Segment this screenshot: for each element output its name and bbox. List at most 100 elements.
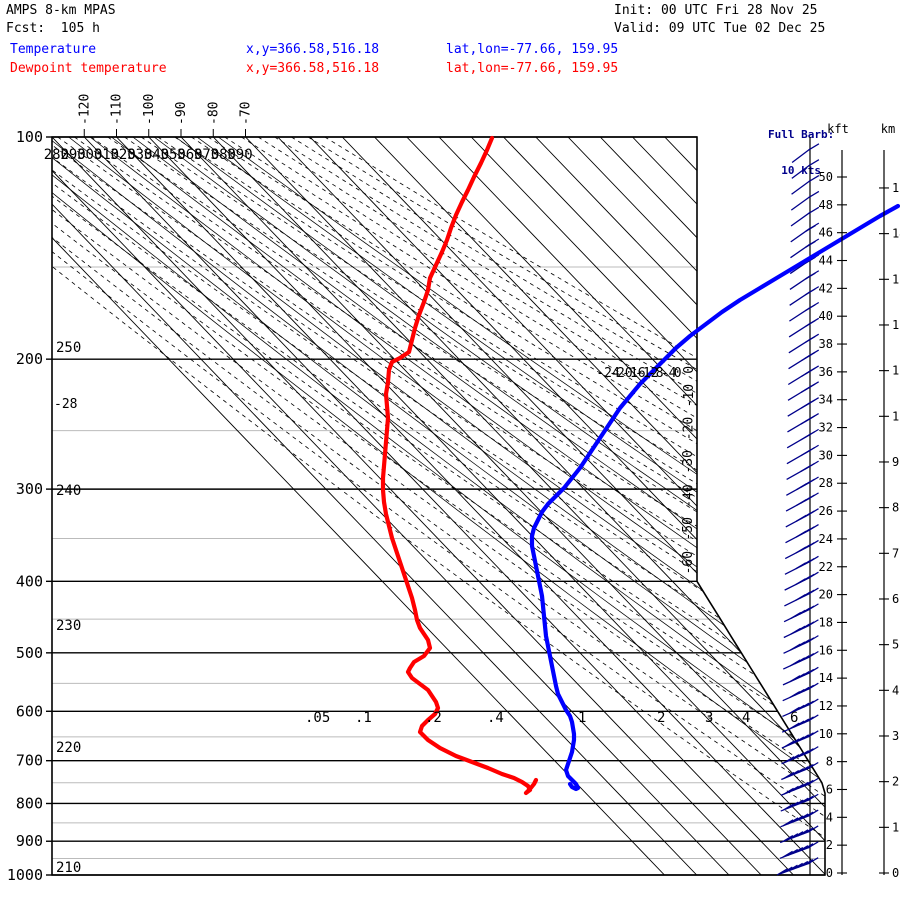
wind-barb-flag xyxy=(792,831,804,839)
wind-barb-flag xyxy=(793,752,805,760)
theta-left-label: 210 xyxy=(56,860,81,876)
wind-barb-flag xyxy=(800,385,812,393)
moist-adiabats xyxy=(52,137,825,875)
wind-barb-staff xyxy=(791,148,811,164)
wind-barb-staff xyxy=(791,164,811,179)
km-tick-label: 4. xyxy=(892,683,900,697)
wind-barb-column xyxy=(776,137,820,876)
wind-barb-staff xyxy=(790,196,811,211)
wind-barb-flag xyxy=(782,866,793,874)
wind-barb-flag xyxy=(800,465,811,473)
wind-barb-flag xyxy=(805,240,816,248)
pressure-tick-label: 500 xyxy=(16,644,43,662)
dry-adiabat xyxy=(257,137,825,875)
wind-barb-flag xyxy=(802,795,814,803)
kft-tick-label: 40 xyxy=(819,309,833,323)
isotherm-line xyxy=(52,137,665,875)
dry-adiabat xyxy=(124,137,825,875)
kft-tick-label: 8 xyxy=(826,755,833,769)
mixing-ratio-lines xyxy=(738,618,825,875)
isotherm-line xyxy=(212,137,825,875)
wind-barb-flag xyxy=(805,224,816,232)
wind-barb-flag xyxy=(795,530,807,538)
isotherm-line xyxy=(277,137,825,875)
isotherm-line xyxy=(632,137,825,875)
kft-tick-label: 12 xyxy=(819,699,833,713)
wind-barb-flag xyxy=(795,593,806,602)
mixing-ratio-label: .4 xyxy=(487,710,504,726)
wind-barb-flag xyxy=(782,850,793,858)
theta-top-label: 340 xyxy=(144,147,169,163)
mixing-ratio-line xyxy=(738,618,825,875)
kft-tick-label: 0 xyxy=(826,866,833,880)
wind-barb-flag xyxy=(802,827,814,835)
wind-barb-flag xyxy=(795,562,807,570)
isotherm-line xyxy=(52,137,698,875)
isotherm-right-label: -40 xyxy=(682,484,697,507)
isotherm-line xyxy=(535,137,825,875)
wind-barb-flag xyxy=(803,732,814,740)
wind-barb-flag xyxy=(808,159,820,167)
temperature-trace xyxy=(529,203,900,792)
wind-barb-flag xyxy=(783,771,795,780)
kft-tick-label: 44 xyxy=(819,254,833,268)
dry-adiabat xyxy=(52,137,825,875)
theta-top-label: 390 xyxy=(227,147,252,163)
pressure-major-gridlines xyxy=(46,136,825,876)
wind-barb-flag xyxy=(802,859,814,867)
wind-barb-flag xyxy=(793,799,804,807)
wind-barb-legend: Full Barb: 10 kts xyxy=(768,105,834,189)
wind-barb-flag xyxy=(798,765,809,774)
wind-barb-flag xyxy=(805,288,816,296)
moist-adiabat xyxy=(52,137,825,875)
isotherm-line xyxy=(245,137,825,875)
theta-top-label: 310 xyxy=(94,147,119,163)
isotherm-line xyxy=(83,137,794,875)
isotherm-right-label: 0 xyxy=(682,366,697,374)
temp-scale-label: -16 xyxy=(622,366,645,381)
theta-left-label: 250 xyxy=(56,340,81,356)
wind-barb-flag xyxy=(807,777,819,785)
moist-adiabat xyxy=(52,137,825,875)
kft-tick-label: 20 xyxy=(819,588,833,602)
isotherm-top-label: -110 xyxy=(110,94,125,125)
mixing-ratio-label: .2 xyxy=(425,710,442,726)
kft-tick-label: 22 xyxy=(819,560,833,574)
wind-barb-flag xyxy=(807,746,819,754)
theta-top-label: 280 xyxy=(44,147,69,163)
km-tick-label: 6. xyxy=(892,592,900,606)
wind-barb-flag xyxy=(783,803,794,811)
kft-tick-label: 10 xyxy=(819,727,833,741)
kft-tick-label: 28 xyxy=(819,476,833,490)
wind-barb-flag xyxy=(807,730,819,738)
isotherm-line xyxy=(148,137,825,875)
km-tick-label: 15. xyxy=(892,181,900,195)
dry-adiabat xyxy=(191,137,825,875)
valid-time-label: Valid: 09 UTC Tue 02 Dec 25 xyxy=(614,21,826,36)
app-title: AMPS 8-km MPAS xyxy=(6,3,116,18)
kft-tick-label: 50 xyxy=(819,170,833,184)
theta-top-label: 370 xyxy=(194,147,219,163)
kft-tick-label: 4 xyxy=(826,810,833,824)
wind-barb-flag xyxy=(798,702,810,710)
dry-adiabat xyxy=(274,137,825,875)
wind-barb-flag xyxy=(776,868,788,876)
wind-barb-flag xyxy=(797,860,809,868)
wind-barb-flag xyxy=(800,417,812,425)
kft-tick-label: 16 xyxy=(819,643,833,657)
temp-scale-label: -8 xyxy=(648,366,664,381)
temp-scale-label: -24 xyxy=(596,366,620,381)
wind-barb-flag xyxy=(793,720,805,728)
mixing-ratio-label: .05 xyxy=(305,710,330,726)
kft-tick-label: 14 xyxy=(819,671,833,685)
wind-barb-flag xyxy=(790,627,801,635)
kft-tick-label: 24 xyxy=(819,532,833,546)
mixing-ratio-label: 4 xyxy=(742,710,750,726)
wind-barb-flag xyxy=(807,841,819,849)
pressure-tick-label: 300 xyxy=(16,480,43,498)
wind-barb-flag xyxy=(793,704,805,712)
dry-adiabat xyxy=(52,137,825,875)
theta-top-label: 350 xyxy=(161,147,186,163)
moist-adiabat xyxy=(68,137,825,875)
